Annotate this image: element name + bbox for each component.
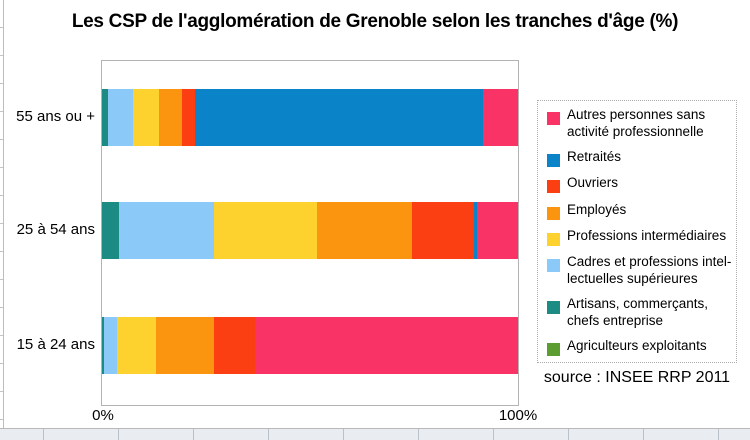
bar-segment (214, 202, 318, 259)
legend-label: Retraités (567, 148, 622, 164)
legend: Autres personnes sans activité professio… (537, 100, 737, 363)
spreadsheet-bottom-row (0, 428, 750, 440)
bar-segment (255, 317, 518, 374)
stacked-bar-25-54-ans (102, 202, 518, 259)
bar-segment (317, 202, 412, 259)
category-label-55-ans: 55 ans ou + (16, 108, 95, 125)
legend-swatch-icon (547, 112, 560, 125)
legend-item-6: Artisans, commerçants, chefs entreprise (547, 296, 733, 329)
bar-segment (411, 202, 474, 259)
bar-segment (473, 202, 478, 259)
x-axis-max-label: 100% (498, 407, 538, 424)
plot-area (101, 60, 519, 406)
legend-item-3: Employés (547, 202, 733, 220)
bar-segment (156, 317, 215, 374)
category-label-25-54-ans: 25 à 54 ans (16, 221, 95, 238)
chart-title: Les CSP de l'agglomération de Grenoble s… (71, 11, 679, 32)
bar-segment (102, 202, 119, 259)
bar-segment (214, 317, 256, 374)
legend-item-0: Autres personnes sans activité professio… (547, 107, 733, 140)
legend-item-7: Agriculteurs exploitants (547, 338, 733, 356)
bar-segment (158, 89, 182, 146)
legend-label: Autres personnes sans activité professio… (567, 107, 706, 139)
bar-segment (107, 89, 134, 146)
x-axis-min-label: 0% (92, 407, 114, 424)
bar-segment (195, 89, 483, 146)
bar-segment (477, 202, 518, 259)
legend-label: Professions intermédiaires (567, 227, 727, 243)
stacked-bar-55-ans (102, 89, 518, 146)
legend-swatch-icon (547, 180, 560, 194)
legend-item-2: Ouvriers (547, 175, 733, 194)
legend-swatch-icon (547, 259, 560, 273)
source-caption: source : INSEE RRP 2011 (543, 369, 731, 386)
legend-label: Artisans, commerçants, chefs entreprise (567, 296, 709, 328)
legend-label: Agriculteurs exploitants (567, 337, 707, 353)
bar-segment (102, 317, 105, 374)
bar-segment (104, 317, 117, 374)
legend-swatch-icon (547, 342, 560, 356)
legend-swatch-icon (547, 153, 560, 167)
bar-segment (116, 317, 157, 374)
bar-segment (133, 89, 159, 146)
legend-label: Employés (567, 201, 627, 217)
spreadsheet-left-edge (0, 0, 4, 439)
bar-segment (102, 89, 108, 146)
stacked-bar-15-24-ans (102, 317, 518, 374)
legend-swatch-icon (547, 232, 560, 246)
legend-item-1: Retraités (547, 149, 733, 167)
legend-item-5: Cadres et professions intel- lectuelles … (547, 254, 733, 287)
legend-label: Cadres et professions intel- lectuelles … (567, 254, 732, 286)
bar-segment (483, 89, 518, 146)
bar-segment (181, 89, 196, 146)
legend-label: Ouvriers (567, 175, 619, 191)
category-label-15-24-ans: 15 à 24 ans (16, 336, 95, 353)
legend-swatch-icon (547, 206, 560, 220)
legend-swatch-icon (547, 301, 560, 315)
bar-segment (118, 202, 215, 259)
legend-item-4: Professions intermédiaires (547, 228, 733, 246)
